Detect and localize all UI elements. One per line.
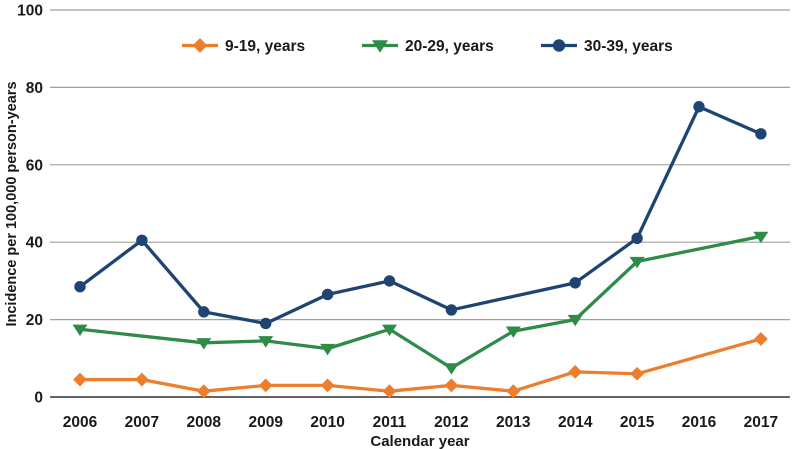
data-point-marker bbox=[258, 336, 274, 348]
data-point-marker bbox=[443, 363, 459, 375]
x-tick-label: 2008 bbox=[187, 414, 222, 431]
data-point-marker bbox=[382, 324, 397, 336]
data-point-marker bbox=[196, 338, 212, 350]
data-point-marker bbox=[135, 372, 149, 387]
x-tick-label: 2013 bbox=[496, 414, 531, 431]
data-point-marker bbox=[753, 231, 769, 244]
x-tick-label: 2007 bbox=[125, 414, 159, 431]
legend-marker-circle-icon bbox=[552, 39, 566, 52]
series-line-30-39-years bbox=[78, 105, 763, 326]
x-tick-label: 2012 bbox=[434, 414, 468, 431]
gridlines-layer bbox=[50, 9, 790, 398]
x-tick-label: 2016 bbox=[682, 414, 717, 431]
legend-item: 9-19, years bbox=[182, 38, 305, 55]
series-line-20-29-years bbox=[78, 234, 763, 370]
y-tick-label: 60 bbox=[26, 157, 43, 174]
data-point-marker bbox=[74, 281, 86, 293]
series-9-19-years bbox=[73, 332, 768, 399]
data-point-marker bbox=[445, 304, 458, 316]
legend-label: 30-39, years bbox=[584, 38, 673, 55]
data-point-marker bbox=[630, 366, 644, 381]
legend-label: 9-19, years bbox=[225, 38, 305, 55]
x-axis-title: Calendar year bbox=[370, 433, 469, 449]
data-point-marker bbox=[198, 306, 210, 318]
data-point-marker bbox=[260, 317, 272, 330]
data-point-marker bbox=[72, 324, 88, 336]
y-tick-label: 0 bbox=[34, 390, 43, 407]
y-tick-label: 40 bbox=[26, 235, 43, 252]
series-30-39-years bbox=[74, 101, 767, 330]
y-tick-label: 20 bbox=[26, 312, 43, 329]
x-tick-label: 2017 bbox=[744, 414, 778, 431]
legend-marker-diamond-icon bbox=[192, 38, 208, 53]
data-point-marker bbox=[506, 384, 521, 399]
data-point-marker bbox=[382, 384, 397, 399]
data-point-marker bbox=[258, 378, 273, 393]
data-point-marker bbox=[505, 326, 521, 338]
x-tick-label: 2006 bbox=[63, 414, 98, 431]
data-point-marker bbox=[196, 384, 211, 399]
legend-item: 20-29, years bbox=[362, 38, 494, 55]
data-point-marker bbox=[567, 314, 583, 327]
data-point-marker bbox=[631, 232, 643, 245]
legend-label: 20-29, years bbox=[405, 38, 494, 55]
data-point-marker bbox=[383, 275, 396, 287]
legend-marker-triangle-down-icon bbox=[372, 40, 388, 53]
data-point-marker bbox=[320, 343, 336, 356]
data-point-marker bbox=[73, 372, 87, 387]
legend-item: 30-39, years bbox=[541, 38, 673, 55]
data-point-marker bbox=[321, 288, 334, 301]
legend: 9-19, years 20-29, years 30-39, years bbox=[182, 38, 673, 55]
x-tick-label: 2014 bbox=[558, 414, 593, 431]
x-tick-label: 2011 bbox=[373, 414, 407, 431]
y-axis-title: Incidence per 100,000 person-years bbox=[4, 81, 20, 326]
x-tick-label: 2010 bbox=[310, 414, 344, 431]
data-point-marker bbox=[136, 234, 148, 246]
series-layer bbox=[72, 101, 769, 399]
series-20-29-years bbox=[72, 231, 769, 375]
x-tick-label: 2009 bbox=[248, 414, 283, 431]
data-point-marker bbox=[569, 277, 581, 289]
data-point-marker bbox=[320, 378, 335, 393]
data-point-marker bbox=[444, 378, 459, 393]
data-point-marker bbox=[754, 332, 768, 346]
x-tick-label: 2015 bbox=[620, 414, 655, 431]
data-point-marker bbox=[629, 256, 645, 269]
data-point-marker bbox=[755, 128, 767, 140]
data-point-marker bbox=[693, 101, 705, 113]
y-tick-label: 80 bbox=[26, 80, 43, 97]
axis-labels-layer: 0 20 40 60 80 100 2006 2007 2008 2009 2010 2011 2012… bbox=[17, 3, 778, 432]
y-tick-label: 100 bbox=[17, 3, 43, 20]
data-point-marker bbox=[568, 364, 583, 379]
